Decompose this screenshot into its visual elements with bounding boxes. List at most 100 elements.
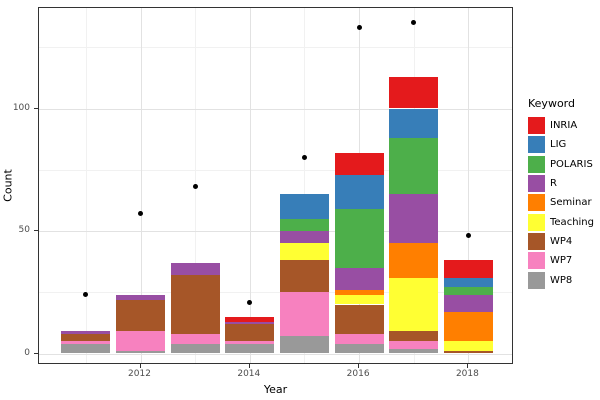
x-tick-mark — [467, 364, 469, 368]
bar-segment-wp8 — [279, 336, 329, 354]
legend-title: Keyword — [528, 97, 575, 110]
legend-key-swatch — [528, 175, 545, 193]
bar-segment-wp7 — [389, 341, 439, 349]
bar-segment-lig — [279, 194, 329, 219]
bar-segment-r — [170, 262, 220, 276]
gridline-x-major — [468, 8, 470, 363]
data-point — [411, 20, 417, 26]
legend-entry-label: Seminar — [550, 197, 592, 209]
legend-entry-label: R — [550, 178, 557, 190]
bar-segment-wp8 — [225, 343, 275, 354]
bar-segment-teaching — [279, 243, 329, 261]
bar-segment-seminar — [389, 243, 439, 278]
legend-entry-label: WP7 — [550, 255, 573, 267]
legend-entry-inria: INRIA — [528, 116, 594, 135]
y-tick-mark — [34, 352, 38, 354]
bar-segment-polaris — [443, 287, 493, 295]
bar-segment-wp4 — [443, 351, 493, 354]
bar-segment-wp8 — [170, 343, 220, 354]
legend-key-swatch — [528, 213, 545, 231]
legend-entry-lig: LIG — [528, 135, 594, 154]
bar-segment-seminar — [443, 311, 493, 342]
bar-segment-r — [334, 267, 384, 290]
bar-segment-lig — [389, 108, 439, 138]
bar-segment-teaching — [334, 294, 384, 305]
legend-entry-polaris: POLARIS — [528, 155, 594, 174]
gridline-y-minor — [39, 47, 512, 49]
legend-entry-wp7: WP7 — [528, 251, 594, 270]
bar-segment-wp8 — [334, 343, 384, 354]
data-point — [192, 184, 198, 190]
bar-segment-wp7 — [170, 333, 220, 344]
x-tick-mark — [358, 364, 360, 368]
bar-segment-wp8 — [389, 348, 439, 354]
legend-entry-seminar: Seminar — [528, 193, 594, 212]
bar-segment-inria — [225, 316, 275, 322]
legend-entry-wp4: WP4 — [528, 232, 594, 251]
data-point — [465, 233, 471, 239]
gridline-y-major — [39, 231, 512, 232]
bar-segment-teaching — [389, 277, 439, 332]
y-tick-label: 100 — [12, 102, 30, 113]
legend-key-swatch — [528, 271, 545, 289]
bar-segment-wp8 — [61, 343, 111, 354]
bar-segment-wp7 — [279, 292, 329, 337]
data-point — [83, 292, 89, 298]
gridline-x-minor — [85, 8, 87, 363]
legend-entry-r: R — [528, 174, 594, 193]
bar-segment-lig — [443, 277, 493, 288]
bar-segment-wp4 — [389, 331, 439, 342]
bar-segment-inria — [389, 76, 439, 109]
legend-entry-label: INRIA — [550, 120, 578, 132]
bar-segment-r — [389, 194, 439, 244]
bar-segment-polaris — [389, 137, 439, 195]
bar-segment-wp4 — [334, 304, 384, 334]
data-point — [356, 25, 362, 31]
gridline-x-major — [249, 8, 251, 363]
bar-segment-wp7 — [116, 331, 165, 352]
gridline-y-minor — [39, 292, 512, 294]
gridline-y-minor — [39, 169, 512, 171]
bar-segment-seminar — [334, 289, 384, 295]
gridline-x-minor — [304, 8, 306, 363]
plot-panel — [38, 7, 513, 364]
legend-key-swatch — [528, 155, 545, 173]
bar-segment-r — [116, 294, 165, 300]
bar-segment-wp4 — [116, 299, 165, 332]
legend-key-swatch — [528, 136, 545, 154]
legend-entry-label: POLARIS — [550, 158, 593, 170]
bar-segment-lig — [334, 174, 384, 209]
legend-entry-wp8: WP8 — [528, 270, 594, 289]
y-tick-mark — [34, 230, 38, 231]
x-tick-label: 2016 — [346, 369, 370, 379]
x-tick-label: 2012 — [128, 369, 151, 379]
bar-segment-r — [61, 331, 111, 334]
legend-entry-label: Teaching — [550, 216, 594, 228]
bar-segment-teaching — [443, 341, 493, 352]
bar-segment-wp7 — [61, 341, 111, 344]
legend-key-swatch — [528, 194, 545, 212]
y-tick-label: 0 — [24, 347, 30, 358]
legend-entry-label: WP8 — [550, 274, 573, 286]
bar-segment-wp4 — [170, 275, 220, 334]
bar-segment-r — [279, 231, 329, 244]
legend-entry-label: LIG — [550, 139, 567, 151]
bar-segment-polaris — [334, 208, 384, 268]
x-tick-mark — [139, 364, 141, 368]
bar-segment-r — [225, 321, 275, 325]
bar-segment-polaris — [279, 218, 329, 231]
gridline-x-major — [140, 8, 142, 363]
y-axis-title: Count — [1, 169, 15, 202]
x-axis-title: Year — [263, 383, 288, 396]
legend-key-swatch — [528, 117, 545, 135]
x-tick-mark — [248, 364, 250, 368]
legend-key-swatch — [528, 232, 545, 250]
bar-segment-r — [443, 294, 493, 312]
bar-segment-wp4 — [61, 333, 111, 342]
gridline-y-major — [39, 108, 512, 110]
data-point — [301, 155, 307, 160]
y-tick-mark — [34, 107, 38, 109]
data-point — [247, 299, 253, 305]
bar-segment-wp4 — [279, 260, 329, 293]
legend-key-swatch — [528, 252, 545, 270]
